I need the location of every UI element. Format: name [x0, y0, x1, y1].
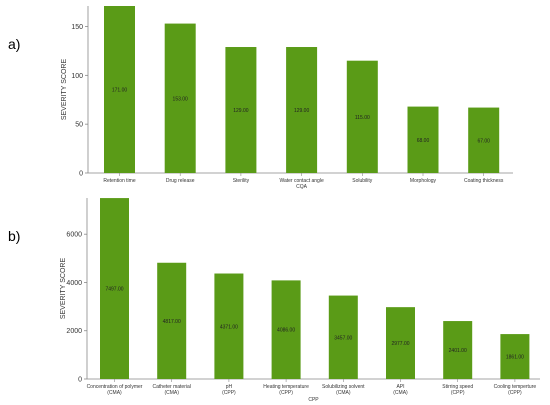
- panel-b-label: b): [8, 228, 21, 244]
- panel-b-bar-value-label: 2401.00: [449, 348, 467, 354]
- panel-b-bar: [214, 273, 244, 379]
- panel-a-y-tick-label: 0: [79, 171, 83, 178]
- panel-b-y-axis-title: SEVERITY SCORE: [60, 258, 67, 320]
- panel-a-category-label: Retention time: [103, 178, 135, 184]
- panel-b-bar-value-label: 7497.00: [105, 287, 123, 293]
- panel-a-category-label: Solubility: [352, 178, 373, 184]
- panel-b-y-tick-label: 0: [78, 377, 82, 384]
- panel-a-category-label: CQA: [296, 184, 308, 190]
- panel-a-bar-value-label: 171.00: [112, 88, 128, 94]
- panel-a-bar-value-label: 68.00: [417, 138, 430, 144]
- panel-a-bar: [407, 106, 439, 173]
- panel-b-category-label: (CMA): [107, 390, 122, 396]
- panel-b-bar: [157, 262, 187, 379]
- panel-a-bar: [346, 60, 378, 173]
- panel-b-bar: [328, 295, 358, 379]
- panel-a-category-label: Morphology: [410, 178, 437, 184]
- panel-b-bar-value-label: 4086.00: [277, 328, 295, 334]
- panel-b-category-label: Solubilizing solvent: [322, 384, 365, 390]
- panel-b-category-label: (CPP): [451, 390, 465, 396]
- panel-b-bar: [386, 307, 415, 379]
- panel-a-y-axis-title: SEVERITY SCORE: [61, 59, 68, 121]
- panel-b-category-label: (CMA): [393, 390, 408, 396]
- panel-b-category-label: (CPP): [279, 390, 293, 396]
- panel-b-y-tick-label: 6000: [66, 232, 82, 239]
- panel-b-bar-value-label: 3457.00: [334, 335, 352, 341]
- panel-b-category-label: API: [396, 384, 404, 390]
- panel-a-y-tick-label: 100: [71, 73, 83, 80]
- panel-b-bar: [271, 280, 301, 379]
- panel-b-bar: [100, 198, 129, 379]
- panel-a-bar: [164, 23, 196, 173]
- panel-a-label: a): [8, 36, 21, 52]
- panel-a-category-label: Coating thickness: [464, 178, 504, 184]
- panel-b-category-label: (CPP): [508, 390, 522, 396]
- panel-a-bar-value-label: 67.00: [477, 138, 490, 144]
- panel-a-bar-value-label: 153.00: [173, 96, 189, 102]
- panel-a-bar: [286, 47, 318, 173]
- panel-a-bar-value-label: 129.00: [294, 108, 310, 114]
- panel-b-category-label: pH: [226, 384, 233, 390]
- panel-b-category-label: Stirring speed: [442, 384, 473, 390]
- panel-b-category-label: Heating temperature: [263, 384, 309, 390]
- panel-b-y-tick-label: 4000: [66, 280, 82, 287]
- panel-b-bar: [443, 321, 473, 379]
- panel-b-bar-value-label: 4817.00: [163, 319, 181, 325]
- panel-b-bar-value-label: 1861.00: [506, 355, 524, 361]
- panel-a-category-label: Water contact angle: [279, 178, 324, 184]
- panel-b-y-tick-label: 2000: [66, 328, 82, 335]
- panel-b-category-label: Cooling temperture: [494, 384, 537, 390]
- panel-a-y-tick-label: 150: [71, 24, 83, 31]
- panel-a-category-label: Drug release: [166, 178, 195, 184]
- panel-b-category-label: (CMA): [336, 390, 351, 396]
- panel-a-category-label: Sterility: [233, 178, 250, 184]
- panel-a-y-tick-label: 50: [75, 122, 83, 129]
- panel-b-category-label: Concentration of polymer: [87, 384, 143, 390]
- panel-a-bar: [468, 107, 500, 173]
- panel-b-category-label: Catheter material: [153, 384, 191, 390]
- panel-a-bar-value-label: 115.00: [355, 115, 370, 121]
- panel-a-bar-value-label: 129.00: [233, 108, 249, 114]
- panel-b-x-axis-title: CPP: [308, 397, 319, 403]
- panel-b-bar-value-label: 2977.00: [391, 341, 409, 347]
- panel-b-category-label: (CPP): [222, 390, 236, 396]
- panel-b-bar-value-label: 4371.00: [220, 324, 238, 330]
- panel-a-bar: [104, 6, 135, 173]
- panel-b-category-label: (CMA): [164, 390, 179, 396]
- panel-b-bar: [500, 334, 530, 379]
- panel-a-bar: [225, 47, 257, 173]
